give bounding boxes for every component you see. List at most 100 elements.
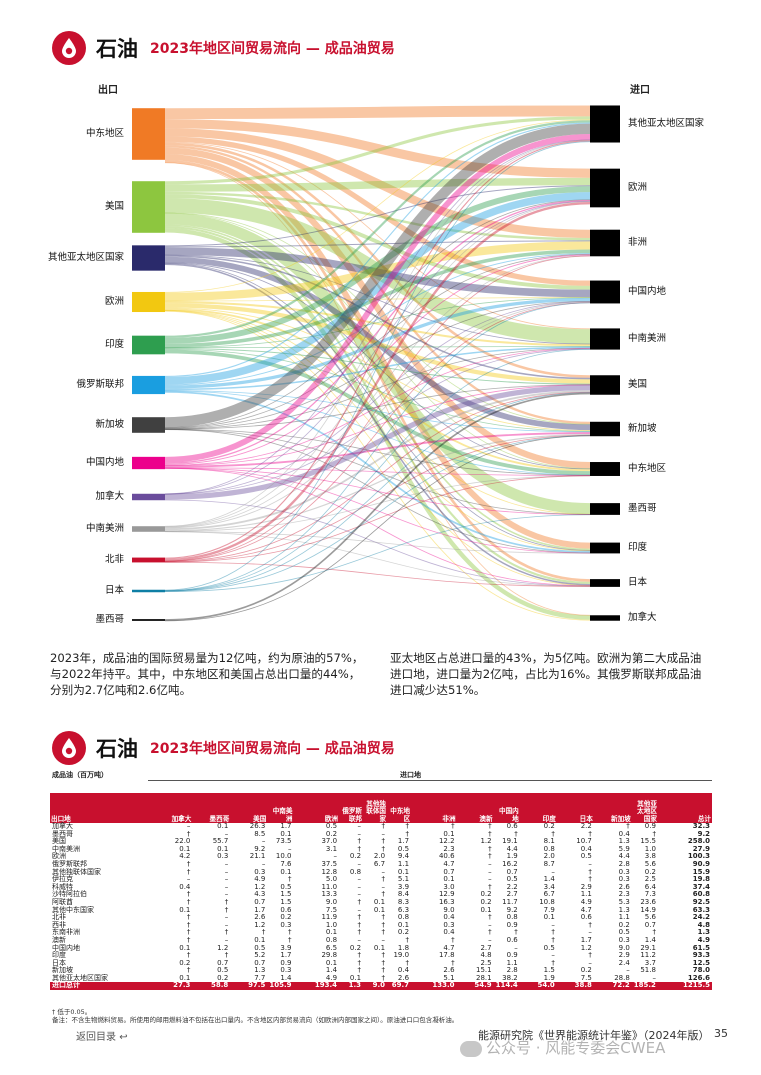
table-cell: 2.0: [543, 852, 555, 861]
row-label: 俄罗斯联邦: [52, 859, 87, 868]
table-cell: †: [405, 935, 410, 944]
sankey-flow: [164, 303, 591, 384]
exporter-node: [132, 456, 165, 470]
table-cell: 1.7: [580, 935, 592, 944]
table-row: 北非 † – 2.6 0.2 11.9 † † 0.8 0.4 † 0.8 0.1 0.6 1.1 5.6 24…: [50, 914, 712, 922]
table-row: 其他独联体国家 † – 0.3 0.1 12.8 0.8 – 0.1 0.7 – 0.7 – † 0.3 0.…: [50, 867, 712, 877]
table-cell: 1.7: [397, 837, 410, 846]
summary-paragraph-right: 亚太地区占总进口量的43%，为5亿吨。欧洲为第二大成品油进口地，进口量为2亿吨，…: [390, 651, 702, 697]
sankey-flow: [164, 347, 591, 430]
sankey-flow: [164, 191, 591, 241]
table-cell: –: [224, 913, 229, 922]
table-cell: –: [186, 822, 191, 830]
table-cell: 38.2: [502, 973, 518, 982]
sankey-flow: [164, 256, 591, 431]
table-cell: 63.3: [692, 905, 710, 914]
sankey-flow: [164, 384, 591, 500]
table-cell: †: [357, 928, 362, 937]
exporter-label: 俄罗斯联邦: [76, 379, 124, 390]
sankey-flow: [164, 139, 591, 495]
sankey-flow: [164, 119, 591, 178]
table-cell: 1.3: [618, 837, 630, 846]
table-cell: 54.0: [519, 982, 557, 991]
table-cell: –: [551, 951, 555, 960]
table-cell: 6.7: [543, 890, 555, 899]
table-cell: –: [224, 867, 229, 876]
sankey-flow: [164, 199, 591, 429]
row-label: 西非: [52, 920, 66, 929]
importer-label: 美国: [628, 379, 648, 390]
sankey-flow: [164, 467, 591, 515]
back-to-contents-link[interactable]: 返回目录 ↩: [76, 1028, 128, 1043]
table-cell: 0.2: [397, 928, 410, 937]
table-cell: 58.8: [192, 982, 231, 991]
table-cell: 8.1: [543, 837, 555, 846]
sankey-flow: [164, 514, 591, 592]
table-cell: 0.1: [443, 875, 455, 884]
table-cell: †: [186, 928, 191, 937]
table-cell: 2.6: [443, 966, 455, 975]
table-cell: 0.5: [254, 943, 266, 952]
table-cell: 1.1: [618, 913, 630, 922]
sankey-flow: [164, 241, 591, 301]
table-cell: †: [451, 935, 455, 944]
table-row: 沙特阿拉伯 † – 4.3 1.5 13.3 – † 8.4 12.9 0.2 2.7 6.7 1.1 2.…: [50, 891, 712, 899]
sankey-flow: [164, 197, 591, 344]
table-cell: 0.3: [280, 966, 292, 975]
row-label: 美国: [52, 837, 66, 846]
exporter-node: [132, 619, 165, 621]
table-cell: 0.1: [373, 943, 386, 952]
table-cell: 8.4: [397, 890, 410, 899]
sankey-flow: [164, 384, 591, 467]
table-cell: †: [357, 913, 362, 922]
table-cell: 15.1: [476, 966, 492, 975]
table-cell: 11.7: [502, 897, 518, 906]
table-cell: †: [288, 875, 292, 884]
table-cell: 2.7: [480, 943, 492, 952]
table-row: 新加坡 † 0.5 1.3 0.3 1.4 † † 0.4 2.6 15.1 2.8 1.5 0.2 – 51…: [50, 967, 712, 975]
importer-node: [590, 542, 620, 554]
table-cell: 23.6: [640, 897, 656, 906]
table-cell: 9.4: [397, 852, 410, 861]
sankey-flow: [164, 192, 591, 385]
table-cell: 0.1: [217, 822, 229, 830]
table-cell: –: [357, 890, 362, 899]
table-cell: 2.6: [618, 882, 630, 891]
table-cell: 6.3: [397, 905, 410, 914]
table-cell: 37.4: [692, 882, 710, 891]
table-cell: 1.9: [543, 973, 555, 982]
table-cell: 32.3: [692, 822, 710, 830]
importer-label: 欧洲: [628, 182, 648, 193]
table-cell: 0.1: [349, 973, 362, 982]
table-cell: 1.4: [644, 935, 656, 944]
table-cell: –: [224, 890, 229, 899]
table-cell: 9.2: [697, 829, 710, 838]
importer-label: 加拿大: [628, 612, 657, 623]
sankey-flow: [164, 255, 591, 528]
sankey-flow: [164, 147, 591, 469]
table-cell: 0.5: [618, 928, 630, 937]
table-cell: 1.2: [254, 882, 266, 891]
table-cell: –: [514, 943, 518, 952]
table-cell: 4.4: [618, 852, 630, 861]
exporter-node: [132, 526, 165, 532]
table-cell: 0.7: [443, 867, 455, 876]
sankey-flow: [164, 185, 591, 247]
table-cell: 1.2: [580, 943, 592, 952]
table-cell: †: [381, 951, 386, 960]
table-cell: 10.8: [539, 897, 555, 906]
table-cell: 0.1: [179, 905, 191, 914]
page-subtitle: 2023年地区间贸易流向 — 成品油贸易: [150, 41, 395, 57]
sankey-flow: [164, 194, 591, 290]
table-cell: †: [488, 928, 492, 937]
table-cell: 69.7: [387, 982, 412, 991]
sankey-flow: [164, 240, 591, 248]
page-title: 石油: [96, 37, 138, 61]
sankey-flow: [164, 391, 591, 553]
table-cell: 114.4: [493, 981, 520, 991]
table-cell: 4.3: [254, 890, 266, 899]
table-cell: 11.0: [321, 882, 338, 891]
table-cell: 0.5: [580, 852, 592, 861]
source-citation: 能源研究院《世界能源统计年鉴》（2024年版）: [478, 1029, 710, 1042]
sankey-flow: [164, 177, 591, 192]
